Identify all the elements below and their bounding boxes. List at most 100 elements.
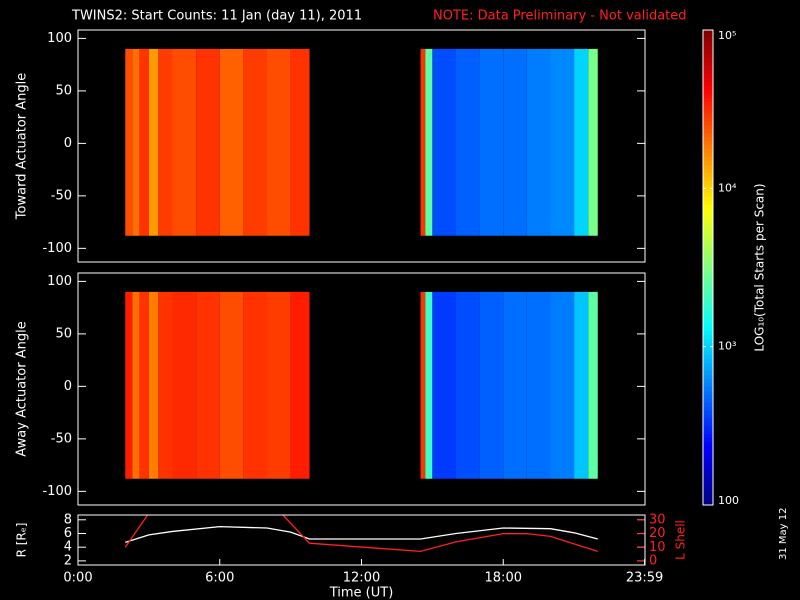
y-tick-label: -50 <box>51 431 72 446</box>
colorbar-tick-label: 10³ <box>718 340 736 353</box>
heat-cell <box>158 291 173 479</box>
y-tick-label: 2 <box>64 553 72 568</box>
colorbar-step <box>703 53 713 59</box>
y-axis-label: Away Actuator Angle <box>15 321 30 456</box>
heat-cell <box>139 48 149 236</box>
x-tick-label: 0:00 <box>63 571 92 586</box>
colorbar-step <box>703 263 713 268</box>
heat-cell <box>503 48 527 236</box>
colorbar-tick-label: 100 <box>718 494 739 507</box>
colorbar-step <box>703 469 713 474</box>
colorbar-step <box>703 208 713 213</box>
colorbar-step <box>703 453 713 458</box>
heat-cell <box>196 48 220 236</box>
colorbar-step <box>703 61 713 67</box>
colorbar-step <box>703 493 713 498</box>
heat-cell <box>574 48 589 236</box>
colorbar-step <box>703 441 713 447</box>
colorbar-step <box>703 394 713 399</box>
colorbar-step <box>703 326 713 332</box>
heat-cell <box>125 291 133 479</box>
colorbar-step <box>703 449 713 455</box>
x-tick-label: 12:00 <box>343 571 380 586</box>
colorbar-step <box>703 243 713 249</box>
colorbar-step <box>703 125 713 130</box>
colorbar-step <box>703 350 713 356</box>
colorbar-step <box>703 41 713 47</box>
colorbar-step <box>703 473 713 478</box>
colorbar-step <box>703 338 713 344</box>
colorbar-step <box>703 172 713 177</box>
heat-cell <box>550 291 575 479</box>
colorbar-step <box>703 121 713 126</box>
colorbar-step <box>703 342 713 348</box>
heat-cell <box>172 48 197 236</box>
y2-tick-label: 20 <box>649 526 666 541</box>
heat-cell <box>503 291 527 479</box>
heat-cell <box>456 48 480 236</box>
y-tick-label: 0 <box>64 379 72 394</box>
colorbar-step <box>703 105 713 110</box>
colorbar-step <box>703 49 713 55</box>
heat-cell <box>420 291 426 479</box>
colorbar-step <box>703 89 713 94</box>
colorbar-step <box>703 457 713 462</box>
colorbar-step <box>703 212 713 217</box>
heat-cell <box>588 48 598 236</box>
y-tick-label: 4 <box>64 540 72 555</box>
heat-cell <box>574 291 589 479</box>
colorbar-step <box>703 255 713 261</box>
colorbar-step <box>703 227 713 233</box>
colorbar-step <box>703 85 713 90</box>
colorbar-step <box>703 117 713 122</box>
colorbar-step <box>703 204 713 209</box>
heat-cell <box>550 48 575 236</box>
colorbar-step <box>703 410 713 415</box>
colorbar-step <box>703 445 713 451</box>
colorbar-step <box>703 45 713 51</box>
heat-cell <box>290 291 310 479</box>
colorbar-step <box>703 303 713 308</box>
colorbar-step <box>703 160 713 166</box>
y-axis-label: Toward Actuator Angle <box>15 73 30 220</box>
colorbar-step <box>703 481 713 486</box>
y-tick-label: 8 <box>64 512 72 527</box>
colorbar-step <box>703 156 713 162</box>
x-tick-label: 6:00 <box>205 571 234 586</box>
colorbar-step <box>703 485 713 490</box>
colorbar-step <box>703 30 713 35</box>
heat-cell <box>420 48 426 236</box>
colorbar-step <box>703 425 713 431</box>
colorbar-label: LOG₁₀(Total Starts per Scan) <box>753 183 767 351</box>
y2-tick-label: 30 <box>649 513 666 528</box>
colorbar-step <box>703 196 713 201</box>
colorbar-step <box>703 180 713 185</box>
colorbar-step <box>703 322 713 328</box>
heat-cell <box>196 291 220 479</box>
colorbar-step <box>703 113 713 118</box>
colorbar-step <box>703 461 713 466</box>
heat-cell <box>243 291 267 479</box>
heat-cell <box>456 291 480 479</box>
heat-cell <box>290 48 310 236</box>
heat-cell <box>479 291 504 479</box>
colorbar-step <box>703 417 713 423</box>
colorbar-step <box>703 390 713 395</box>
heat-cell <box>479 48 504 236</box>
colorbar-step <box>703 406 713 411</box>
colorbar-step <box>703 247 713 253</box>
colorbar-step <box>703 200 713 205</box>
heat-cell <box>526 291 551 479</box>
y2-axis-label: L Shell <box>674 520 688 560</box>
colorbar-step <box>703 37 713 43</box>
y-axis-label: R [Rₑ] <box>15 523 29 558</box>
colorbar-step <box>703 421 713 427</box>
heat-cell <box>243 48 267 236</box>
colorbar-step <box>703 374 713 379</box>
colorbar-step <box>703 77 713 82</box>
colorbar-step <box>703 358 713 363</box>
colorbar-step <box>703 192 713 197</box>
colorbar-step <box>703 362 713 367</box>
colorbar-step <box>703 33 713 39</box>
colorbar-step <box>703 97 713 102</box>
